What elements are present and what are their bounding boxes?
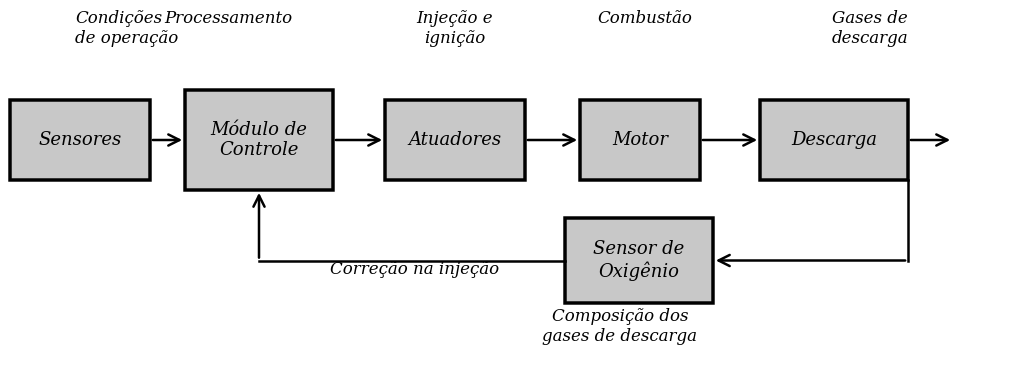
FancyBboxPatch shape	[580, 100, 700, 180]
Text: Módulo de
Controle: Módulo de Controle	[211, 120, 308, 160]
Text: Condições
de operação: Condições de operação	[75, 10, 178, 47]
FancyBboxPatch shape	[10, 100, 150, 180]
FancyBboxPatch shape	[185, 90, 333, 190]
Text: Injeção e
ignição: Injeção e ignição	[416, 10, 493, 47]
FancyBboxPatch shape	[760, 100, 908, 180]
FancyBboxPatch shape	[565, 218, 713, 303]
Text: Atuadores: Atuadores	[408, 131, 501, 149]
Text: Combustão: Combustão	[597, 10, 693, 27]
Text: Descarga: Descarga	[791, 131, 877, 149]
Text: Sensores: Sensores	[39, 131, 122, 149]
Text: Processamento: Processamento	[164, 10, 292, 27]
Text: Motor: Motor	[612, 131, 668, 149]
Text: Composição dos
gases de descarga: Composição dos gases de descarga	[542, 308, 698, 345]
FancyBboxPatch shape	[385, 100, 525, 180]
Text: Sensor de
Oxigênio: Sensor de Oxigênio	[593, 240, 684, 281]
Text: Gases de
descarga: Gases de descarga	[832, 10, 908, 47]
Text: Correção na injeção: Correção na injeção	[330, 261, 499, 278]
